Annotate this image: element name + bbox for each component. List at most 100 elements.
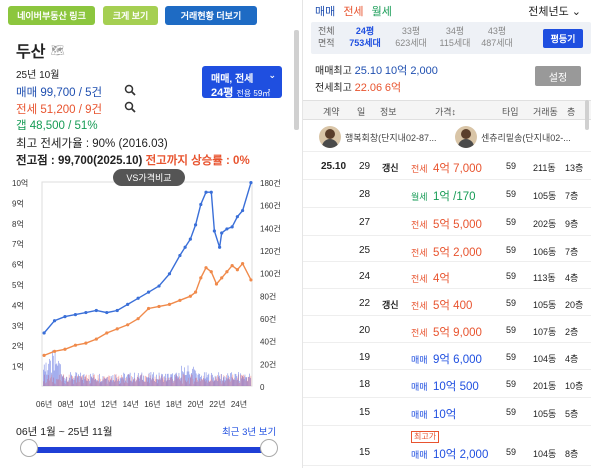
search-icon[interactable] [124, 84, 136, 96]
size-option-43[interactable]: 43평 487세대 [481, 26, 513, 48]
vs-compare-button[interactable]: VS가격비교 [113, 169, 185, 186]
volume-bar [175, 372, 177, 386]
size-option-33[interactable]: 33평 623세대 [395, 26, 427, 48]
recent-3y-link[interactable]: 최근 3년 보기 [222, 427, 277, 438]
enlarge-button[interactable]: 크게 보기 [103, 6, 158, 25]
volume-bar [175, 376, 177, 386]
volume-bar [48, 380, 50, 386]
volume-bar [213, 377, 214, 386]
volume-bar [150, 375, 151, 386]
pyeong-button[interactable]: 평등기 [543, 29, 583, 48]
row-type: 59 [506, 298, 517, 308]
right-scrollbar[interactable] [585, 100, 589, 130]
volume-bar [104, 378, 106, 386]
volume-bar [128, 374, 129, 386]
table-row[interactable]: 18 매매 10억 500 59 201동 10층 [303, 370, 591, 398]
series-line-sale [43, 182, 252, 334]
volume-bar [160, 377, 162, 386]
data-point-sale [42, 331, 46, 335]
volume-bar [86, 377, 88, 386]
volume-bar [137, 373, 139, 386]
trade-type-dropdown[interactable]: 매매, 전세 ⌄ 24평 전용 59㎡ [202, 66, 282, 99]
volume-bar [66, 376, 67, 386]
tab-wolse[interactable]: 월세 [371, 6, 392, 18]
table-row[interactable]: 15 매매 10억 59 105동 5층 [303, 398, 591, 426]
volume-bar [147, 377, 148, 386]
volume-bar [67, 381, 69, 386]
range-slider-end-handle[interactable] [260, 439, 278, 457]
volume-bar [205, 372, 207, 386]
volume-bar [231, 376, 233, 386]
y-left-tick-label: 8억 [12, 219, 24, 229]
row-dong: 104동 [533, 354, 557, 364]
y-left-tick-label: 1억 [12, 362, 24, 372]
volume-bar [107, 376, 108, 386]
volume-bar [171, 379, 173, 386]
volume-bar [84, 379, 86, 386]
volume-bar [198, 373, 200, 386]
settings-button[interactable]: 설정 [535, 66, 581, 86]
data-point-sale [115, 308, 119, 313]
volume-bar [182, 374, 184, 386]
volume-bar [165, 373, 166, 386]
table-row[interactable]: 25.10 29 갱신 전세 4억 7,000 59 211동 13층 [303, 152, 591, 180]
map-icon[interactable]: 🗺 [50, 44, 65, 57]
volume-bar [80, 372, 81, 386]
volume-bar [176, 375, 178, 386]
row-price: 9억 6,000 [433, 354, 482, 366]
volume-bar [152, 379, 154, 386]
volume-bar [167, 379, 168, 386]
volume-bar [205, 381, 206, 386]
table-row[interactable]: 20 전세 5억 9,000 59 107동 2층 [303, 316, 591, 343]
table-row[interactable]: 22 갱신 전세 5억 400 59 105동 20층 [303, 289, 591, 316]
tab-sale[interactable]: 매매 [315, 6, 336, 18]
col-price[interactable]: 가격↕ [435, 107, 457, 117]
size-option-24[interactable]: 24평 753세대 [349, 26, 381, 48]
table-row[interactable]: 24 전세 4억 59 113동 4층 [303, 262, 591, 289]
row-floor: 9층 [565, 219, 579, 229]
row-day: 22 [359, 298, 371, 309]
volume-bar [229, 381, 231, 386]
volume-bar [181, 383, 183, 386]
volume-bar [215, 380, 217, 386]
volume-bar [58, 360, 59, 386]
tab-jeonse[interactable]: 전세 [343, 6, 364, 18]
agent-card[interactable]: 행복회창(단지내02-87... [319, 126, 436, 148]
year-select[interactable]: 전체년도 ⌄ [528, 6, 581, 18]
range-slider-start-handle[interactable] [20, 439, 38, 457]
volume-bar [133, 379, 134, 386]
left-scrollbar[interactable] [294, 30, 299, 130]
table-row[interactable]: 19 매매 9억 6,000 59 104동 4층 [303, 343, 591, 370]
volume-bar [212, 374, 213, 386]
volume-bar [94, 374, 95, 386]
volume-bar [163, 381, 164, 386]
table-row[interactable]: 27 전세 5억 5,000 59 202동 9층 [303, 208, 591, 236]
more-status-button[interactable]: 거래현황 더보기 [165, 6, 257, 25]
volume-bar [230, 373, 231, 386]
volume-bar [219, 375, 220, 386]
data-point-jeonse [167, 302, 172, 306]
naver-link-button[interactable]: 네이버부동산 링크 [8, 6, 95, 25]
data-point-jeonse [193, 290, 198, 294]
volume-bar [87, 379, 89, 386]
volume-bar [46, 382, 47, 386]
volume-bar [108, 375, 110, 386]
volume-bar [109, 375, 111, 386]
row-dong: 201동 [533, 381, 557, 391]
volume-bar [184, 374, 186, 386]
volume-bar [223, 375, 225, 386]
table-row[interactable]: 15 매매 10억 2,000 59 104동 8층 최고가 [303, 426, 591, 466]
volume-bar [64, 380, 66, 386]
volume-bar [53, 370, 55, 386]
volume-bar [243, 374, 244, 386]
agent-card[interactable]: 센츄리밑송(단지내02-... [455, 126, 571, 148]
row-dong: 104동 [533, 449, 557, 459]
table-row[interactable]: 28 월세 1억 /170 59 105동 7층 [303, 180, 591, 208]
table-row[interactable]: 25 전세 5억 2,000 59 106동 7층 [303, 236, 591, 262]
search-icon[interactable] [124, 101, 136, 113]
range-slider-track[interactable] [22, 447, 270, 453]
volume-bar [234, 373, 236, 386]
size-option-34[interactable]: 34평 115세대 [439, 26, 471, 48]
volume-bar [71, 374, 72, 386]
volume-bar [65, 383, 66, 386]
